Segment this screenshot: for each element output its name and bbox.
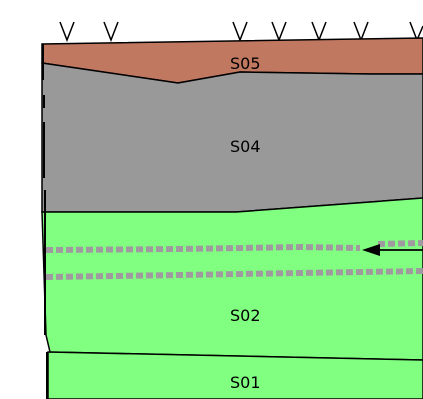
surface-marker (232, 21, 248, 43)
layer-label-s05: S05 (230, 54, 261, 73)
dashed-bands (45, 240, 423, 280)
left-boundary (42, 44, 48, 399)
layer-label-s02: S02 (230, 306, 261, 325)
surface-marker (103, 21, 119, 43)
dashed-band-lower (45, 268, 423, 280)
dashed-band-upper-right (377, 240, 423, 247)
surface-markers (59, 21, 423, 43)
arrow-left-icon (362, 244, 423, 256)
layer-label-s04: S04 (230, 137, 261, 156)
surface-marker (311, 21, 327, 43)
surface-marker (353, 21, 369, 43)
surface-marker (271, 21, 287, 43)
layer-label-s01: S01 (230, 373, 261, 392)
surface-marker (59, 21, 75, 43)
dashed-band-upper (45, 243, 361, 253)
